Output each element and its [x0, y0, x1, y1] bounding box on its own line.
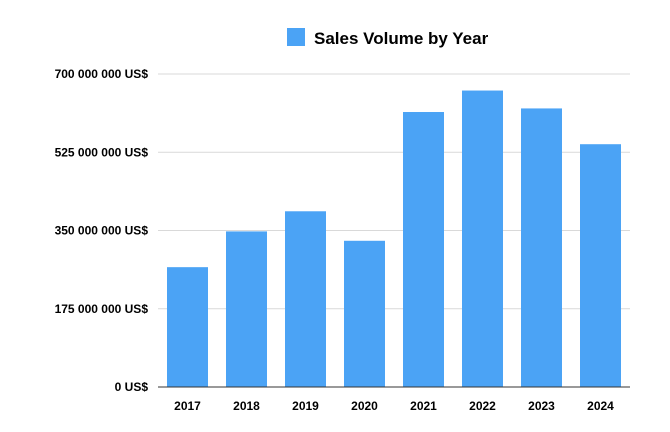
y-tick-label: 350 000 000 US$ [55, 224, 149, 238]
x-tick-label: 2022 [469, 399, 496, 413]
bar-2017 [167, 267, 208, 387]
x-tick-label: 2018 [233, 399, 260, 413]
bar-2019 [285, 211, 326, 387]
x-tick-label: 2020 [351, 399, 378, 413]
x-tick-label: 2021 [410, 399, 437, 413]
bar-2021 [403, 112, 444, 387]
y-axis-tick-labels: 0 US$ 175 000 000 US$ 350 000 000 US$ 525 0… [55, 67, 149, 394]
x-tick-label: 2017 [174, 399, 201, 413]
legend-swatch [287, 28, 305, 46]
x-tick-label: 2023 [528, 399, 555, 413]
bar-2018 [226, 231, 267, 387]
y-tick-label: 0 US$ [115, 380, 149, 394]
legend: Sales Volume by Year [287, 28, 489, 48]
bars [167, 90, 621, 388]
bar-2022 [462, 90, 503, 388]
x-axis-tick-labels: 2017 2018 2019 2020 2021 2022 2023 2024 [174, 399, 614, 413]
y-tick-label: 175 000 000 US$ [55, 302, 149, 316]
legend-label: Sales Volume by Year [314, 29, 489, 48]
bar-2020 [344, 240, 385, 387]
x-tick-label: 2019 [292, 399, 319, 413]
x-tick-label: 2024 [587, 399, 614, 413]
y-tick-label: 525 000 000 US$ [55, 145, 149, 159]
bar-2024 [580, 144, 621, 387]
bar-2023 [521, 108, 562, 388]
y-tick-label: 700 000 000 US$ [55, 67, 149, 81]
